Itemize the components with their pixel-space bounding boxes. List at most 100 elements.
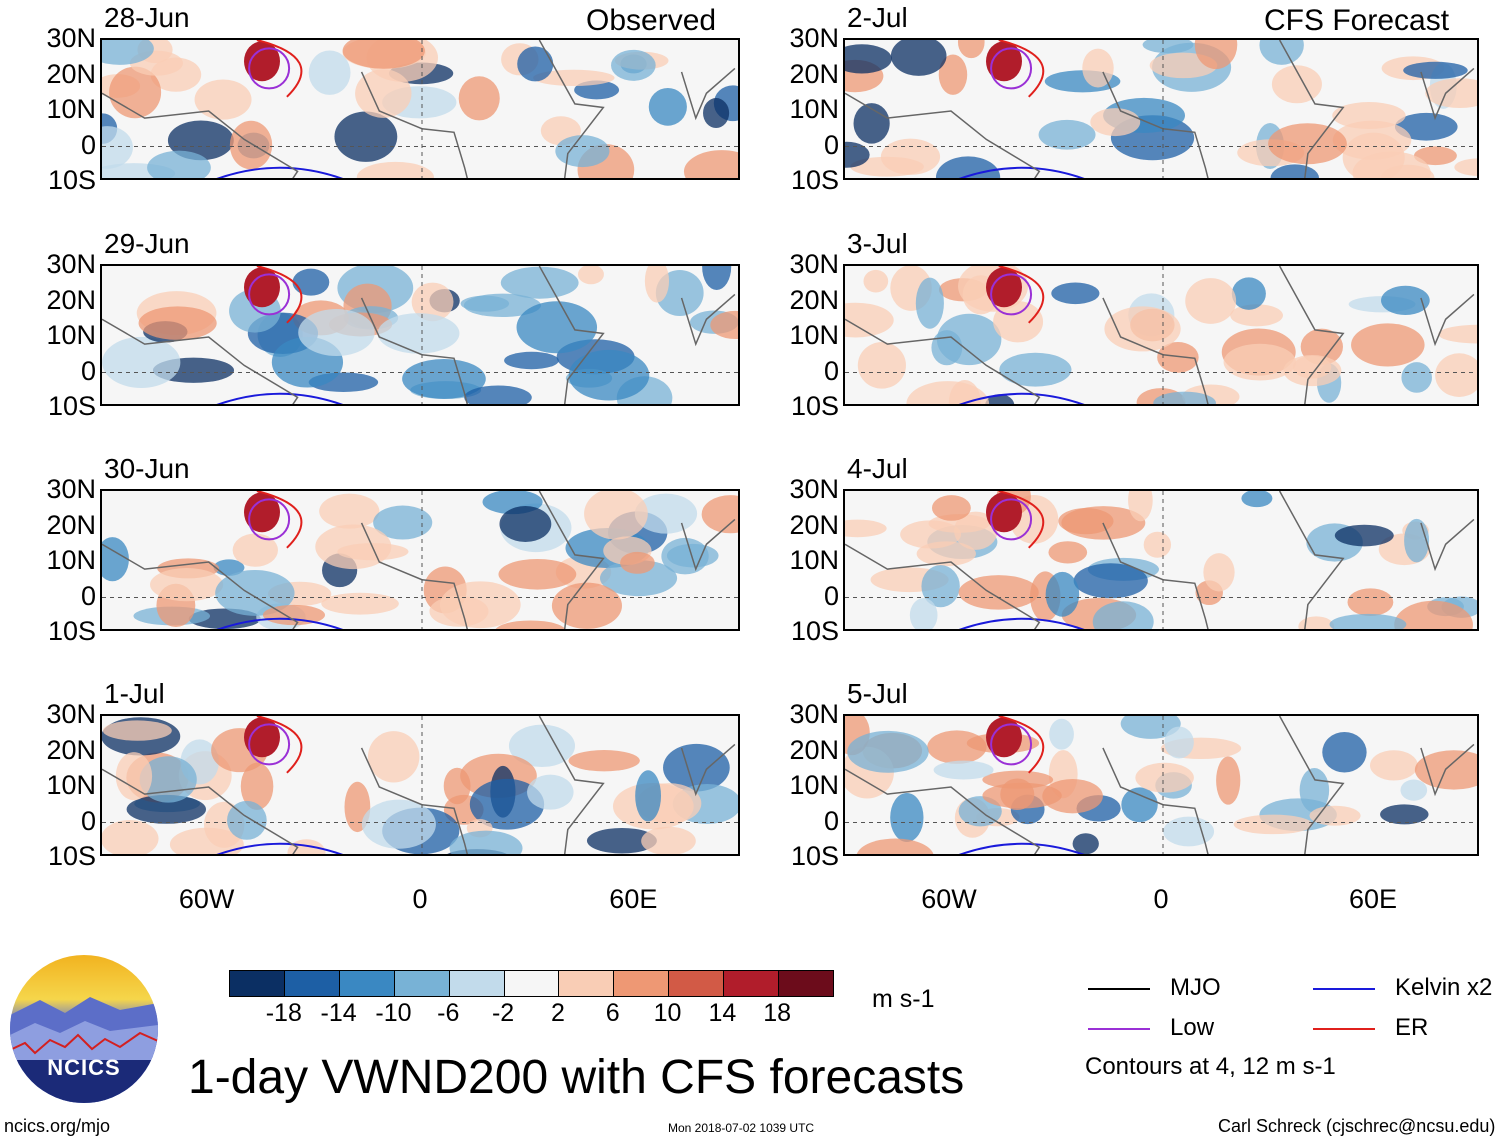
anomaly-blob xyxy=(115,752,153,801)
anomaly-blob xyxy=(402,358,486,399)
anomaly-blob xyxy=(620,551,655,574)
anomaly-blob xyxy=(227,800,267,840)
low-contour xyxy=(248,723,291,766)
anomaly-blob xyxy=(516,301,598,354)
anomaly-blob xyxy=(1404,518,1430,563)
colorbar-tick-label: 10 xyxy=(653,999,682,1027)
colorbar-swatch xyxy=(449,971,505,996)
y-tick-label: 0 xyxy=(80,129,96,160)
anomaly-blob xyxy=(169,827,244,854)
coastline xyxy=(845,266,1475,404)
colorbar-swatch xyxy=(339,971,395,996)
y-tick-label: 10N xyxy=(789,770,839,800)
y-tick-label: 20N xyxy=(46,58,96,89)
y-tick-label: 10S xyxy=(47,841,96,871)
anomaly-blob xyxy=(102,336,181,388)
anomaly-blob xyxy=(1380,804,1429,825)
y-tick-label: 0 xyxy=(823,355,839,386)
anomaly-blob xyxy=(890,792,924,842)
anomaly-blob xyxy=(1259,40,1304,65)
low-contour xyxy=(990,273,1033,316)
anomaly-blob xyxy=(1072,833,1099,854)
anomaly-blob xyxy=(1049,718,1074,750)
anomaly-blob xyxy=(495,620,566,629)
colorbar-tick-label: 18 xyxy=(763,999,792,1027)
low-contour xyxy=(248,47,291,90)
column-label-observed: Observed xyxy=(586,4,717,37)
anomaly-blob xyxy=(361,799,436,849)
anomaly-blob xyxy=(1413,146,1457,166)
anomaly-blob xyxy=(1435,353,1477,397)
colorbar-swatch xyxy=(504,971,560,996)
anomaly-blob xyxy=(1045,571,1080,617)
anomaly-blob xyxy=(1403,61,1468,79)
anomaly-blob xyxy=(931,495,971,521)
colorbar-swatch xyxy=(559,971,615,996)
anomaly-blob xyxy=(933,760,994,780)
anomaly-blob xyxy=(999,352,1072,387)
anomaly-blob xyxy=(1121,787,1158,823)
y-tick-label: 30N xyxy=(46,474,96,504)
y-tick-label: 30N xyxy=(789,23,839,53)
er-contour xyxy=(998,491,1045,549)
y-tick-label: 10S xyxy=(790,841,839,871)
anomaly-blob xyxy=(863,269,889,293)
y-tick-label: 0 xyxy=(80,355,96,386)
anomaly-blob xyxy=(701,495,738,534)
anomaly-blob xyxy=(367,731,420,783)
panel-map xyxy=(843,264,1479,406)
anomaly-blob xyxy=(1233,814,1313,835)
anomaly-blob xyxy=(1142,40,1194,54)
er-contour xyxy=(256,716,303,774)
anomaly-blob xyxy=(308,50,351,95)
coastline xyxy=(845,40,1475,178)
y-tick-label: 0 xyxy=(823,129,839,160)
anomaly-blob xyxy=(954,511,998,550)
anomaly-blob xyxy=(641,826,696,854)
colorbar-tick-label: -18 xyxy=(265,999,302,1027)
y-tick-label: 10N xyxy=(789,94,839,124)
anomaly-blob xyxy=(499,506,552,543)
er-contour xyxy=(256,40,303,98)
anomaly-blob xyxy=(1425,78,1477,108)
anomaly-field xyxy=(845,266,1477,404)
y-tick-label: 10S xyxy=(790,165,839,195)
anomaly-blob xyxy=(355,69,412,118)
anomaly-blob xyxy=(504,351,559,370)
colorbar xyxy=(229,970,834,997)
anomaly-field xyxy=(102,491,738,629)
anomaly-blob xyxy=(1223,343,1296,381)
site-link[interactable]: ncics.org/mjo xyxy=(4,1116,111,1136)
y-tick-label: 10S xyxy=(790,391,839,421)
anomaly-field xyxy=(845,716,1477,854)
anomaly-blob xyxy=(1073,563,1148,599)
anomaly-blob xyxy=(931,330,963,366)
anomaly-blob xyxy=(1299,768,1330,813)
anomaly-blob xyxy=(890,40,947,76)
anomaly-blob xyxy=(1298,616,1335,629)
anomaly-blob xyxy=(958,575,1039,610)
anomaly-blob xyxy=(321,592,399,615)
coastline xyxy=(102,266,736,404)
panel-date: 1-Jul xyxy=(104,678,165,709)
anomaly-blob xyxy=(935,156,1001,178)
er-contour xyxy=(256,266,303,324)
anomaly-blob xyxy=(342,40,425,69)
anomaly-blob xyxy=(1283,355,1342,387)
anomaly-max xyxy=(244,41,280,82)
colorbar-tick-label: 2 xyxy=(550,999,565,1027)
y-tick-label: 10S xyxy=(47,391,96,421)
anomaly-blob xyxy=(102,40,154,65)
panel-map xyxy=(843,714,1479,856)
panel-map xyxy=(100,264,740,406)
y-tick-label: 20N xyxy=(789,734,839,765)
anomaly-field xyxy=(102,266,738,404)
anomaly-blob xyxy=(845,44,892,74)
logo-text: NCICS xyxy=(47,1055,121,1080)
colorbar-swatch xyxy=(284,971,340,996)
anomaly-blob xyxy=(147,150,211,178)
y-tick-label: 30N xyxy=(789,474,839,504)
anomaly-blob xyxy=(319,493,380,529)
colorbar-tick-label: -6 xyxy=(437,999,460,1027)
anomaly-blob xyxy=(845,519,887,538)
